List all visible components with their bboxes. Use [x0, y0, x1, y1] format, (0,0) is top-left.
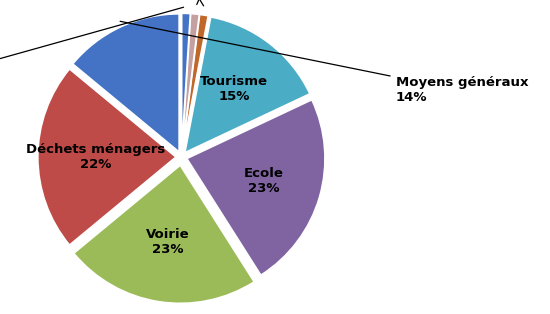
Wedge shape [74, 165, 254, 303]
Wedge shape [183, 14, 208, 152]
Text: Economie
1%: Economie 1% [129, 0, 204, 6]
Text: Ecole
23%: Ecole 23% [244, 167, 284, 195]
Wedge shape [73, 14, 179, 152]
Wedge shape [185, 17, 310, 153]
Text: Moyens généraux
14%: Moyens généraux 14% [120, 21, 528, 105]
Text: Tourisme
15%: Tourisme 15% [200, 75, 268, 103]
Text: Déchets ménagers
22%: Déchets ménagers 22% [26, 143, 166, 171]
Wedge shape [187, 100, 325, 275]
Text: Voirie
23%: Voirie 23% [146, 228, 190, 256]
Text: Aide aux
bâtiments
communaux
1%: Aide aux bâtiments communaux 1% [185, 0, 275, 4]
Wedge shape [38, 69, 176, 245]
Wedge shape [182, 14, 199, 151]
Wedge shape [182, 13, 190, 151]
Text: Petite enfance
- jeunesse
1%: Petite enfance - jeunesse 1% [0, 7, 184, 105]
